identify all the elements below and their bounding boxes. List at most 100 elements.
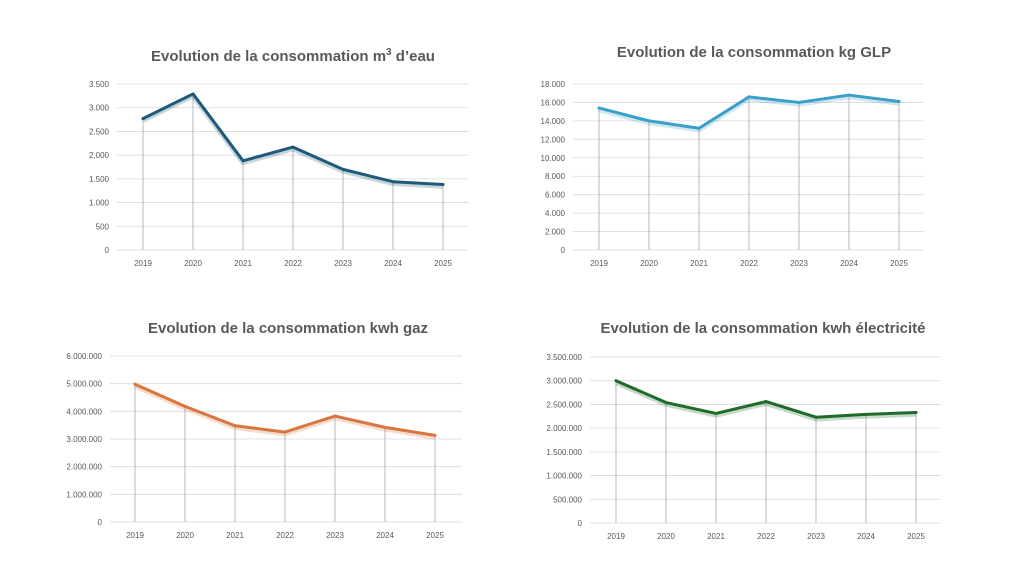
x-tick-label: 2022 xyxy=(276,531,294,540)
x-tick-label: 2021 xyxy=(234,259,252,268)
data-point xyxy=(697,126,701,130)
y-tick-label: 4.000.000 xyxy=(66,407,102,416)
x-tick-label: 2025 xyxy=(907,532,925,541)
y-tick-label: 6.000.000 xyxy=(66,352,102,361)
chart-title: Evolution de la consommation kwh électri… xyxy=(583,320,943,337)
y-tick-label: 3.500 xyxy=(89,80,110,89)
y-tick-label: 6.000 xyxy=(545,191,566,200)
x-tick-label: 2019 xyxy=(134,259,152,268)
chart-title: Evolution de la consommation kg GLP xyxy=(604,44,904,61)
x-tick-label: 2023 xyxy=(334,259,352,268)
y-tick-label: 500 xyxy=(96,222,110,231)
x-tick-label: 2021 xyxy=(690,259,708,268)
y-tick-label: 14.000 xyxy=(541,117,566,126)
x-tick-label: 2025 xyxy=(426,531,444,540)
data-point xyxy=(764,400,768,404)
chart-title-main: Evolution de la consommation kg GLP xyxy=(616,44,892,61)
data-point xyxy=(897,100,901,104)
chart-title: Evolution de la consommation m3 d’eau xyxy=(138,47,448,65)
x-tick-label: 2024 xyxy=(384,259,402,268)
chart-title-main: Evolution de la consommation kwh gaz xyxy=(147,320,429,337)
y-tick-label: 2.000 xyxy=(89,151,110,160)
y-tick-label: 12.000 xyxy=(541,135,566,144)
x-tick-label: 2020 xyxy=(184,259,202,268)
x-tick-label: 2022 xyxy=(757,532,775,541)
x-tick-label: 2022 xyxy=(284,259,302,268)
x-tick-label: 2023 xyxy=(326,531,344,540)
x-tick-label: 2022 xyxy=(740,259,758,268)
data-point xyxy=(847,93,851,97)
y-tick-label: 3.000.000 xyxy=(66,435,102,444)
x-tick-label: 2019 xyxy=(590,259,608,268)
y-tick-label: 1.500 xyxy=(89,175,110,184)
data-point xyxy=(614,379,618,383)
x-tick-label: 2024 xyxy=(376,531,394,540)
data-point xyxy=(433,433,437,437)
line-chart: 0 2.000 4.000 6.000 8.000 10.000 12.000 14.000 1… xyxy=(541,80,924,268)
y-tick-label: 2.000.000 xyxy=(546,424,582,433)
y-tick-label: 1.000.000 xyxy=(66,490,102,499)
x-tick-label: 2023 xyxy=(790,259,808,268)
data-point xyxy=(291,145,295,149)
data-point xyxy=(191,92,195,96)
chart-water: Evolution de la consommation m3 d’eau 0 5… xyxy=(0,0,512,288)
data-point xyxy=(233,424,237,428)
data-point xyxy=(914,410,918,414)
y-tick-label: 1.000 xyxy=(89,199,110,208)
y-tick-label: 500.000 xyxy=(553,495,582,504)
y-tick-label: 3.000 xyxy=(89,104,110,113)
data-point xyxy=(183,404,187,408)
data-point xyxy=(864,412,868,416)
y-tick-label: 4.000 xyxy=(545,209,566,218)
y-tick-label: 0 xyxy=(98,518,103,527)
line-chart: 0 1.000.000 2.000.000 3.000.000 4.000.000 5.0… xyxy=(66,352,462,540)
x-tick-label: 2020 xyxy=(640,259,658,268)
data-point xyxy=(283,430,287,434)
y-tick-label: 1.500.000 xyxy=(546,448,582,457)
y-tick-label: 2.000.000 xyxy=(66,463,102,472)
y-tick-label: 3.500.000 xyxy=(546,353,582,362)
x-tick-label: 2020 xyxy=(176,531,194,540)
data-point xyxy=(241,159,245,163)
x-tick-label: 2020 xyxy=(657,532,675,541)
y-tick-label: 5.000.000 xyxy=(66,380,102,389)
chart-title-main: Evolution de la consommation kwh électri… xyxy=(600,320,926,337)
x-tick-label: 2021 xyxy=(707,532,725,541)
chart-title-main: Evolution de la consommation m xyxy=(151,48,387,65)
data-point xyxy=(391,180,395,184)
data-point xyxy=(141,117,145,121)
data-point xyxy=(797,100,801,104)
data-point xyxy=(333,414,337,418)
chart-glp: Evolution de la consommation kg GLP 0 2.0… xyxy=(541,44,924,268)
data-point xyxy=(383,425,387,429)
data-point xyxy=(714,411,718,415)
x-tick-label: 2019 xyxy=(607,532,625,541)
data-point xyxy=(597,106,601,110)
data-point xyxy=(133,382,137,386)
y-tick-label: 8.000 xyxy=(545,172,566,181)
data-point xyxy=(747,95,751,99)
chart-title: Evolution de la consommation kwh gaz xyxy=(138,320,438,337)
y-tick-label: 16.000 xyxy=(541,98,566,107)
data-point xyxy=(647,119,651,123)
x-tick-label: 2019 xyxy=(126,531,144,540)
y-tick-label: 2.500 xyxy=(89,127,110,136)
x-tick-label: 2023 xyxy=(807,532,825,541)
data-point xyxy=(814,415,818,419)
data-point xyxy=(441,183,445,187)
x-tick-label: 2024 xyxy=(857,532,875,541)
y-tick-label: 10.000 xyxy=(541,154,566,163)
line-chart: 0 500 1.000 1.500 2.000 2.500 3.000 3.500 2019 20… xyxy=(89,80,469,268)
y-tick-label: 3.000.000 xyxy=(546,377,582,386)
x-tick-label: 2024 xyxy=(840,259,858,268)
y-tick-label: 0 xyxy=(105,246,110,255)
y-tick-label: 2.500.000 xyxy=(546,400,582,409)
x-tick-label: 2021 xyxy=(226,531,244,540)
y-tick-label: 2.000 xyxy=(545,228,566,237)
chart-title-superscript: 3 xyxy=(386,47,392,58)
y-tick-label: 0 xyxy=(561,246,566,255)
x-tick-label: 2025 xyxy=(890,259,908,268)
y-tick-label: 18.000 xyxy=(541,80,566,89)
